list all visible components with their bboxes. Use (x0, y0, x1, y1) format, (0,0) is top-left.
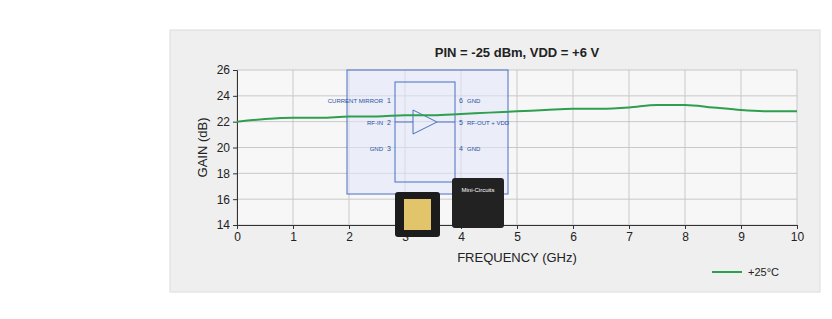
schematic-frame (347, 70, 508, 194)
tick: 7 (626, 225, 633, 244)
tick-mark (233, 70, 237, 71)
amp-in (395, 122, 413, 123)
pin-label: CURRENT MIRROR (328, 98, 384, 104)
pin-label: GND (467, 98, 481, 104)
pin-label: GND (467, 146, 481, 152)
x-axis-title: FREQUENCY (GHz) (457, 250, 577, 265)
chip-bottom (395, 192, 440, 237)
chip-pad (404, 199, 431, 230)
tick-mark (233, 122, 237, 123)
tick-mark (349, 225, 350, 229)
tick-label: 26 (217, 63, 231, 77)
tick: 8 (682, 225, 689, 244)
grid-line-y (237, 121, 797, 122)
tick: 1 (290, 225, 297, 244)
tick: 26 (217, 63, 237, 77)
pin-label: RF-OUT + VDD (467, 120, 510, 126)
tick-label: 9 (738, 230, 745, 244)
pin-number: 4 (459, 145, 463, 152)
tick: 14 (217, 218, 237, 232)
pin-number: 5 (459, 119, 463, 126)
axis-line (233, 71, 238, 226)
y-axis: 14 16 18 20 22 24 26 (217, 63, 238, 232)
tick-label: 10 (791, 230, 805, 244)
pin-label: GND (370, 146, 384, 152)
tick-mark (233, 225, 237, 226)
schematic: 1CURRENT MIRROR2RF-IN3GND6GND5RF-OUT + V… (328, 70, 510, 237)
grid-line-y (237, 147, 797, 148)
card (170, 30, 820, 292)
tick-mark (629, 225, 630, 229)
tick: 0 (234, 225, 241, 244)
pin-number: 3 (387, 145, 391, 152)
tick-label: 0 (234, 230, 241, 244)
grid-line-y (237, 70, 797, 71)
tick-label: 18 (217, 167, 231, 181)
legend-label: +25°C (748, 266, 779, 278)
tick-label: 24 (217, 89, 231, 103)
grid-line-y (237, 173, 797, 174)
series-line (237, 105, 797, 122)
pin-number: 6 (459, 97, 463, 104)
tick-label: 7 (626, 230, 633, 244)
tick: 5 (514, 225, 521, 244)
tick-label: 2 (346, 230, 353, 244)
tick-mark (517, 225, 518, 229)
grid-line-y (237, 199, 797, 200)
tick-mark (741, 225, 742, 229)
pin-number: 2 (387, 119, 391, 126)
chart: 012345678910141618202224261CURRENT MIRRO… (0, 0, 832, 319)
chip-top (452, 178, 504, 228)
amplifier-symbol (413, 110, 437, 134)
tick: 10 (791, 225, 805, 244)
tick-mark (233, 173, 237, 174)
pin-label: RF-IN (367, 120, 383, 126)
tick-mark (233, 96, 237, 97)
plot-background (237, 70, 797, 225)
tick-label: 8 (682, 230, 689, 244)
tick: 16 (217, 193, 237, 207)
schematic-body (395, 82, 455, 182)
axis-line (238, 226, 798, 230)
tick: 24 (217, 89, 237, 103)
tick: 20 (217, 141, 237, 155)
tick-label: 6 (570, 230, 577, 244)
legend-swatch (712, 271, 742, 273)
tick-label: 5 (514, 230, 521, 244)
tick-mark (797, 225, 798, 229)
tick: 6 (570, 225, 577, 244)
tick-label: 16 (217, 193, 231, 207)
tick-label: 20 (217, 141, 231, 155)
tick: 22 (217, 115, 237, 129)
tick-mark (233, 148, 237, 149)
y-axis-title: GAIN (dB) (195, 118, 210, 178)
tick-label: 14 (217, 218, 231, 232)
pin-number: 1 (387, 97, 391, 104)
tick-mark (573, 225, 574, 229)
tick-label: 1 (290, 230, 297, 244)
amp-out (437, 122, 455, 123)
title: PIN = -25 dBm, VDD = +6 V (435, 45, 600, 60)
tick-label: 22 (217, 115, 231, 129)
tick-label: 4 (458, 230, 465, 244)
tick: 9 (738, 225, 745, 244)
chip-logo: Mini-Circuits (462, 187, 495, 193)
tick-mark (293, 225, 294, 229)
tick-mark (233, 199, 237, 200)
plot-data (237, 105, 797, 122)
tick-mark (685, 225, 686, 229)
grid (237, 70, 797, 225)
grid-line-y (237, 95, 797, 96)
legend: +25°C (712, 266, 779, 278)
tick: 2 (346, 225, 353, 244)
tick: 18 (217, 167, 237, 181)
x-axis: 012345678910 (234, 225, 804, 244)
